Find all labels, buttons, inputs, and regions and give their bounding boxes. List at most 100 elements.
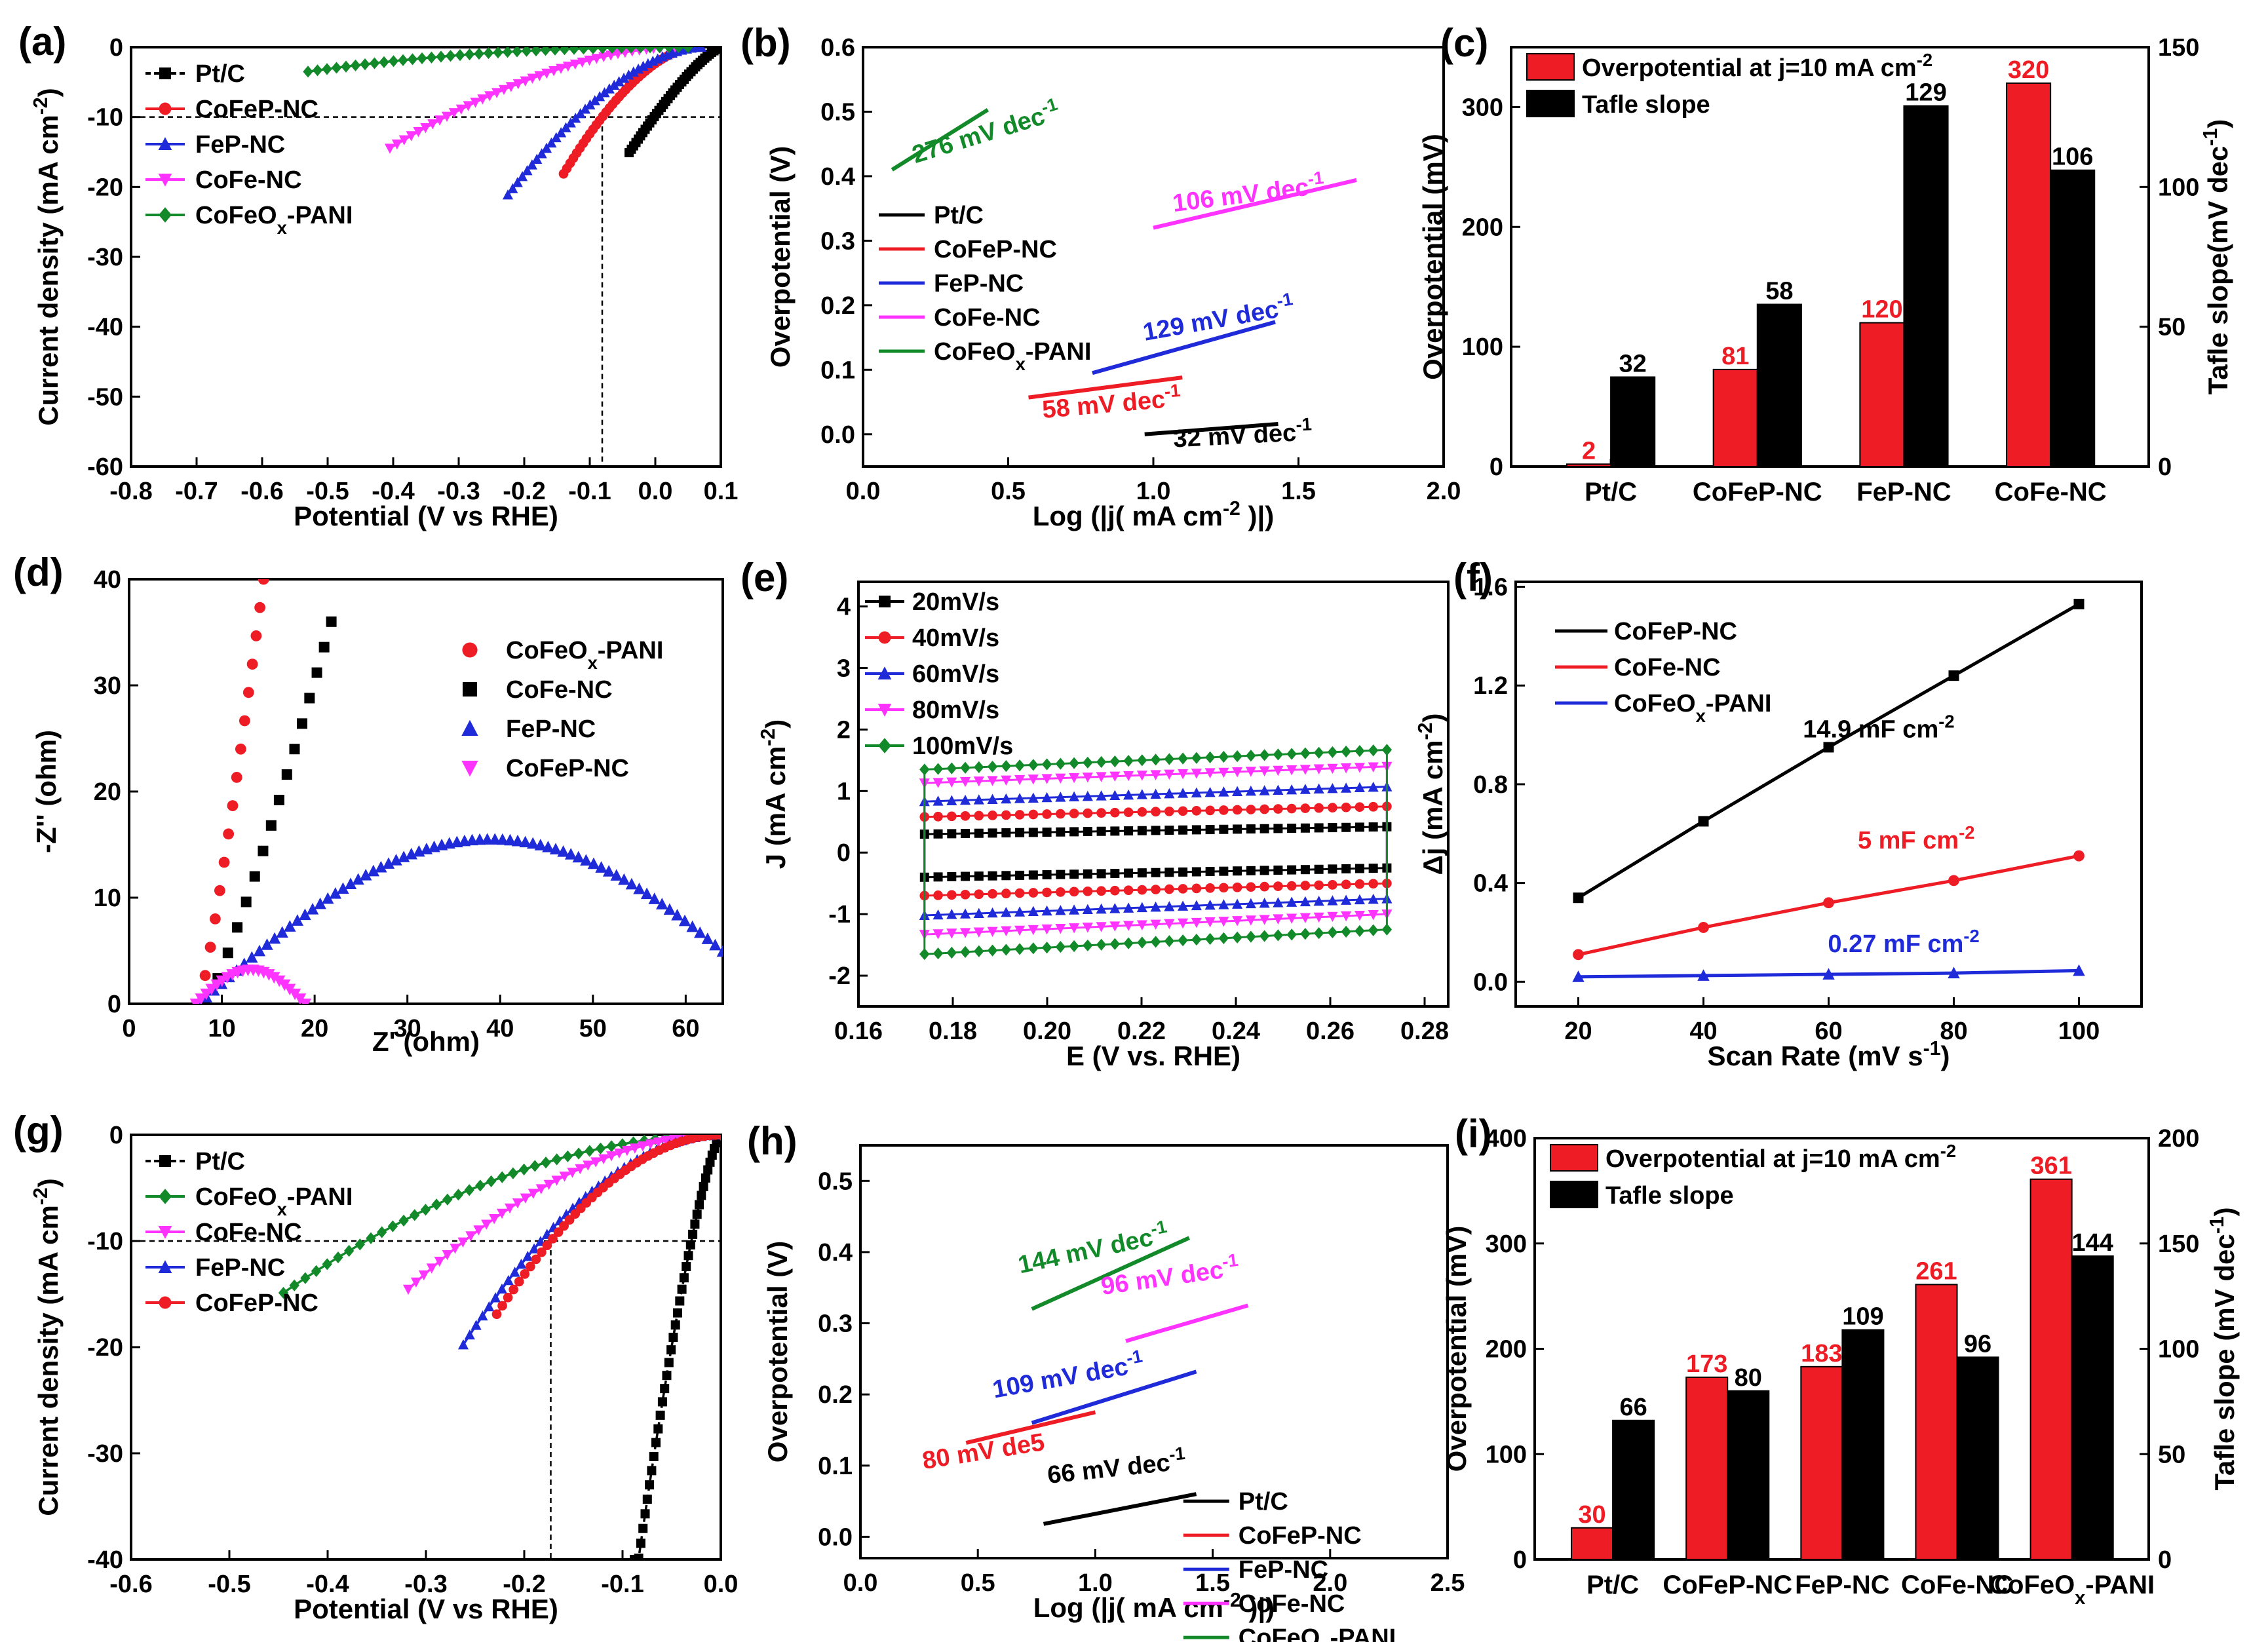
data-point [645,1480,655,1490]
data-point [1948,875,1959,887]
y-axis-label: Overpotential (mV) [1417,134,1448,380]
bar-left [2006,82,2052,468]
data-point [195,993,208,1004]
data-point [1204,768,1216,778]
data-point [1001,871,1011,881]
data-point [453,1189,464,1201]
data-point [442,1250,453,1261]
data-point [246,951,258,963]
y-tick-label: -50 [87,383,123,411]
y2-tick-label: 100 [2158,174,2199,201]
legend-marker [462,642,478,658]
data-point [520,1269,530,1279]
data-point [1082,904,1093,915]
data-point [240,896,252,907]
legend-label: 100mV/s [912,733,1013,760]
data-point [1191,806,1202,816]
legend-label: Tafle slope [1582,91,1710,119]
data-point [1001,760,1012,773]
data-point [420,123,431,134]
legend-label: CoFeOx-PANI [1239,1624,1396,1642]
data-point [1314,880,1324,890]
y-tick-label: 0.4 [1473,870,1508,898]
data-point [1150,754,1161,766]
data-point [933,890,943,900]
slope-annotation: 32 mV dec-1 [1172,413,1313,453]
data-point [312,64,323,77]
data-point [1314,864,1324,874]
data-point [489,833,501,845]
data-point [463,101,474,111]
data-point [583,1160,594,1171]
y-tick-label: 0.1 [820,356,855,384]
data-point [946,795,957,805]
y-tick-label: 0.1 [818,1453,853,1480]
data-point [567,1168,578,1178]
data-point [960,794,971,805]
data-point [673,47,684,54]
y2-tick-label: 200 [2158,1125,2199,1153]
data-point [716,945,723,957]
data-point [946,946,957,959]
data-point [1028,906,1039,917]
data-point [960,945,971,958]
data-point [1041,942,1052,954]
data-point [508,1167,518,1179]
x-tick-label: 0.18 [929,1018,977,1045]
data-point [518,1163,529,1175]
data-point [1286,784,1297,795]
data-point [595,1142,606,1155]
y-tick-label: 20 [94,778,121,806]
data-point [1273,866,1283,875]
data-point [1314,803,1324,813]
data-point [1001,793,1012,804]
data-point [1055,887,1066,897]
data-point [1355,822,1364,832]
y-tick-label: 0.4 [818,1239,853,1267]
data-point [1083,808,1093,818]
data-point [1259,915,1270,925]
data-point [1273,824,1283,833]
data-point [527,837,539,849]
data-point [527,73,538,84]
data-point [1136,902,1147,913]
data-point [694,926,706,938]
data-point [1698,922,1709,933]
data-point [1191,883,1202,894]
data-point [1178,918,1189,929]
data-point [1164,919,1175,930]
data-point [618,73,630,83]
data-point [602,865,615,877]
data-point [636,1538,645,1548]
data-point [673,1308,682,1318]
data-point [932,763,944,775]
y-tick-label: 0.5 [818,1168,853,1195]
data-point [1096,938,1107,951]
y-tick-label: 400 [1486,1125,1527,1153]
data-point [273,975,286,987]
data-point [1123,885,1134,896]
data-point [512,1198,523,1209]
data-point [407,53,418,66]
data-point [1354,910,1365,921]
data-point [1299,765,1311,775]
panel-label: (i) [1455,1112,1492,1156]
data-point [1164,769,1175,780]
y-axis-label: Δj (mA cm-2) [1415,714,1449,875]
data-point [1218,767,1229,778]
legend-label: Pt/C [1239,1488,1288,1516]
data-point [1096,922,1107,932]
data-point [1287,824,1297,833]
data-point [268,972,280,984]
series-line [507,47,701,196]
data-point [406,131,417,142]
data-point [649,1451,659,1461]
data-point [1300,747,1311,759]
x-tick-label: 40 [486,1015,514,1042]
data-point [1042,870,1052,880]
data-point [231,772,242,783]
x-tick-label: 0.26 [1306,1018,1355,1045]
data-point [1218,932,1229,944]
data-point [526,159,537,170]
data-point [1327,782,1338,793]
